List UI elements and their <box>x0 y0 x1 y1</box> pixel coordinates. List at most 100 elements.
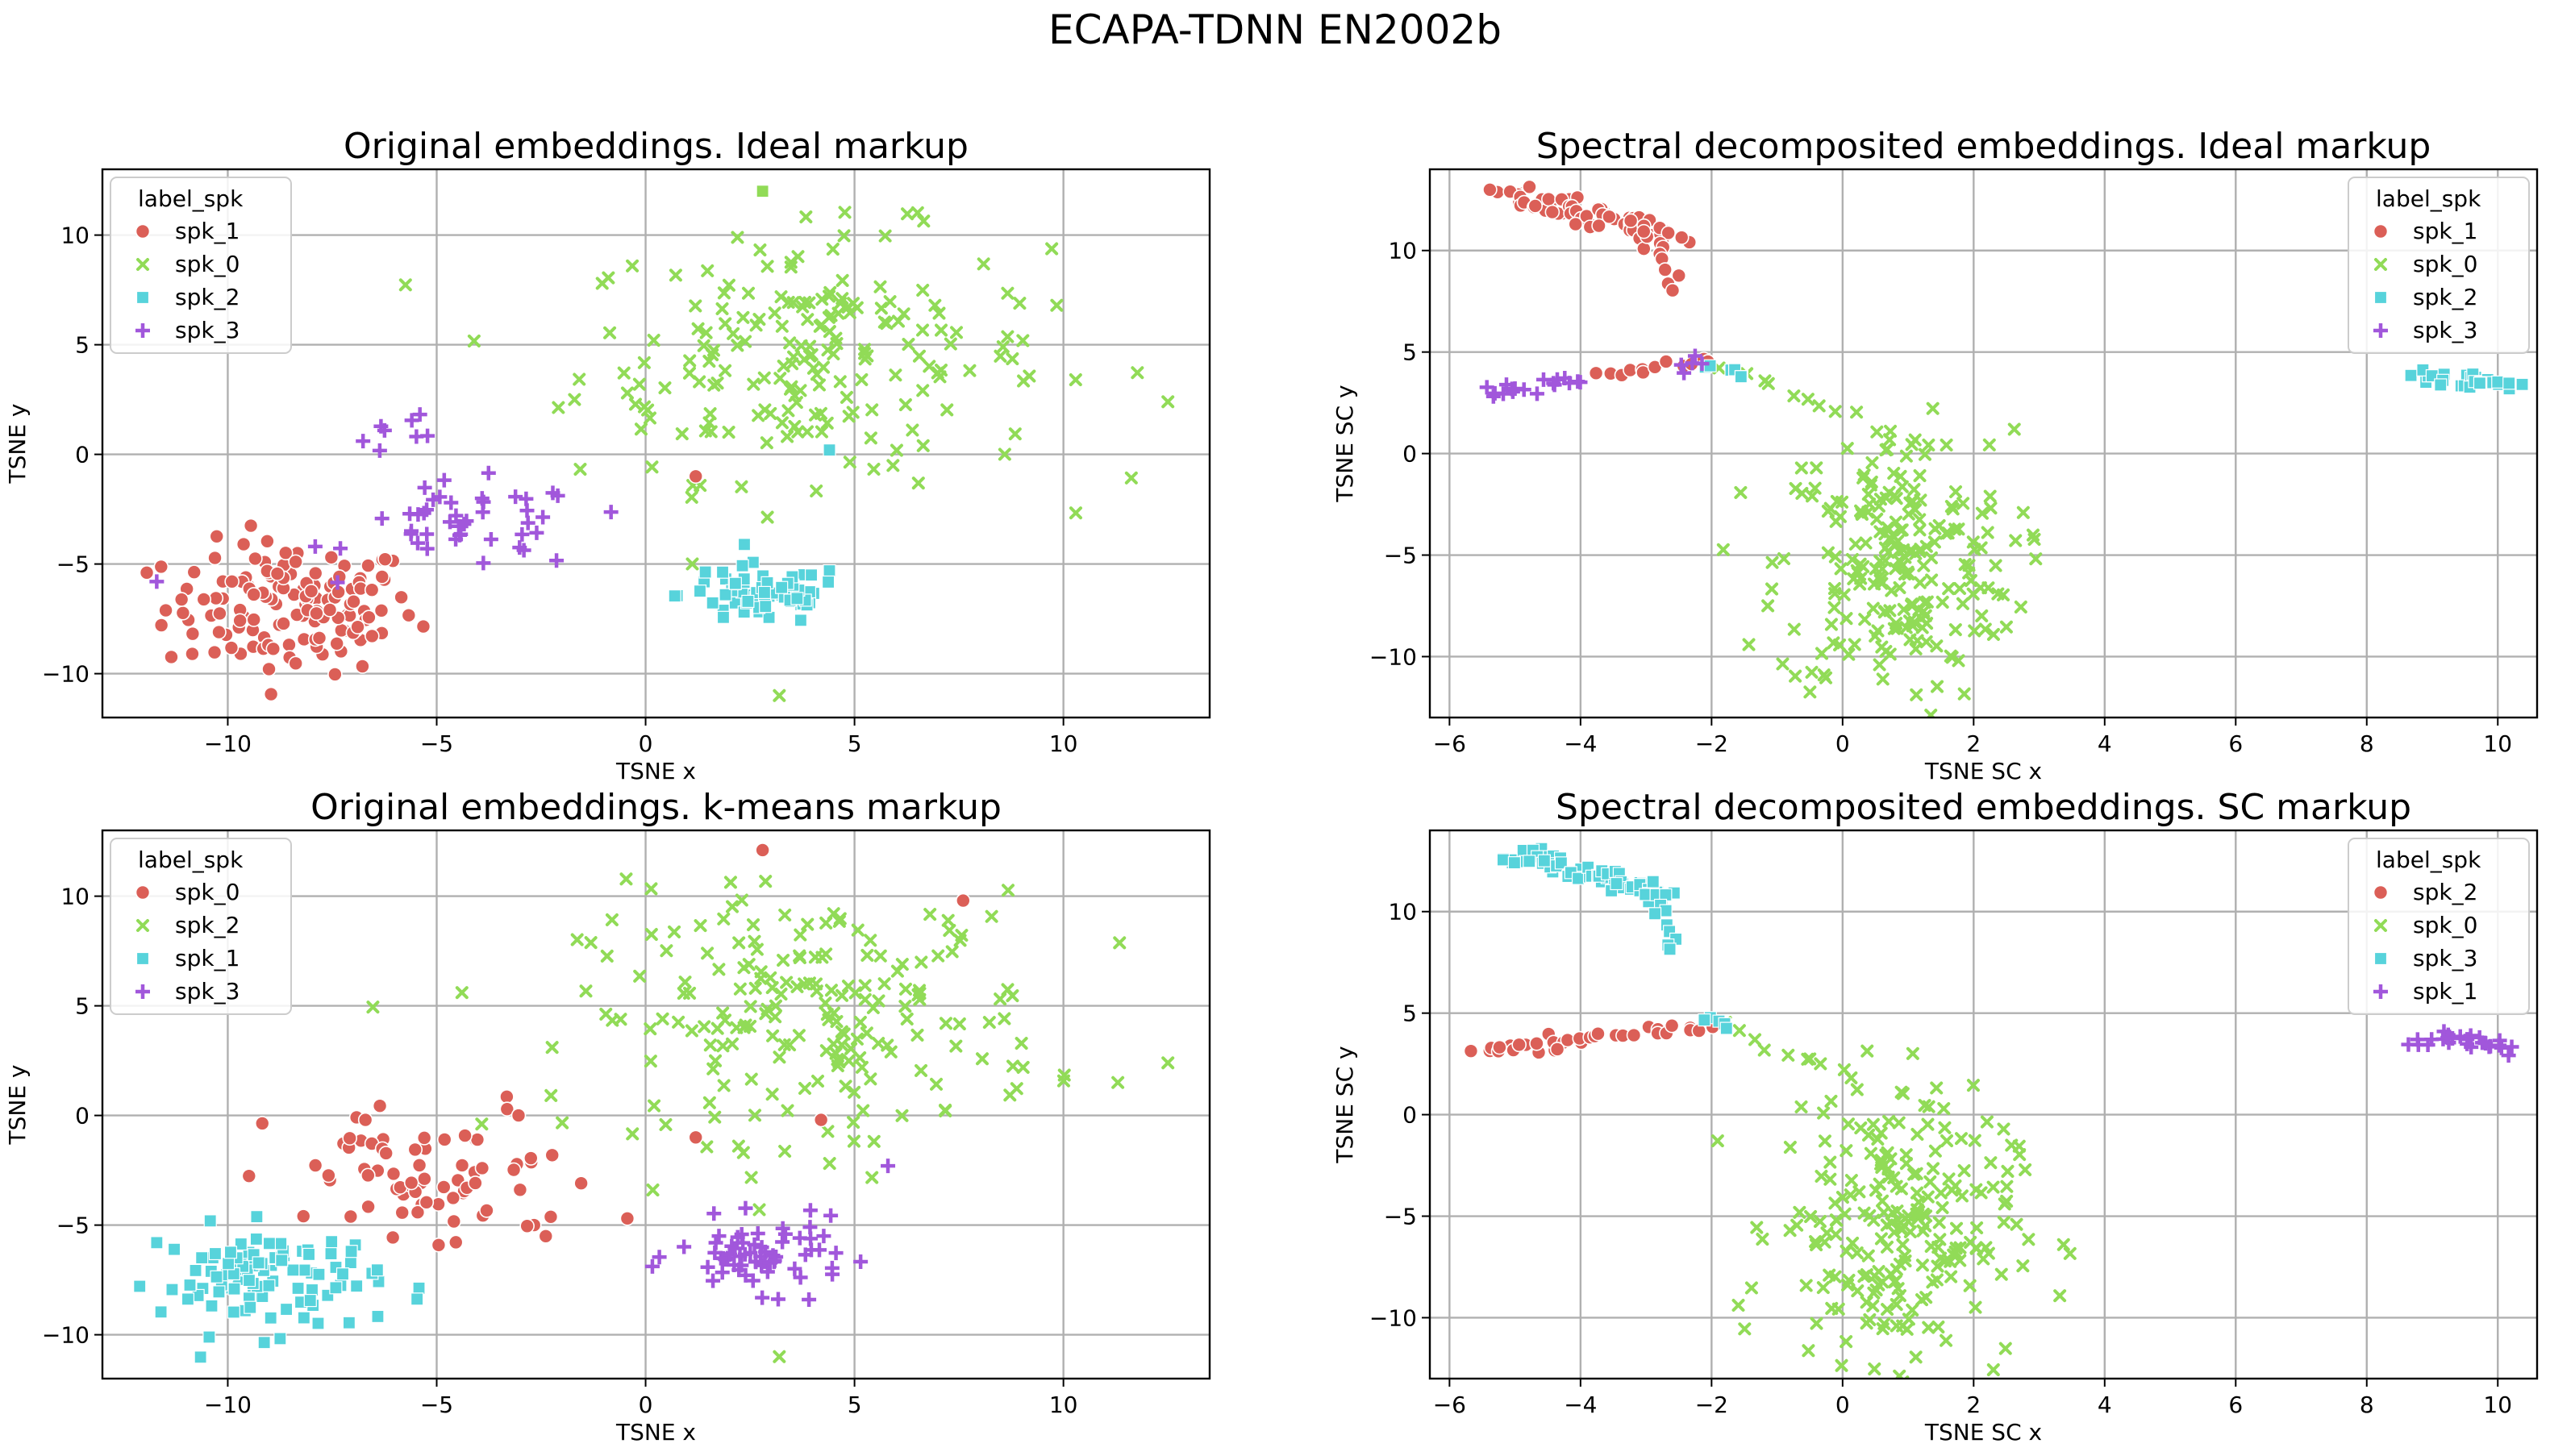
data-point-spk_2 <box>683 986 697 1000</box>
data-point-spk_0 <box>1931 1321 1945 1334</box>
data-point-spk_0 <box>685 557 699 571</box>
data-point-spk_0 <box>360 1167 376 1184</box>
data-point-spk_3 <box>149 574 165 589</box>
x-tick-label: −4 <box>1564 1392 1597 1418</box>
data-point-spk_2 <box>648 1099 661 1113</box>
data-point-spk_0 <box>1916 1224 1930 1238</box>
scatter-points <box>1479 179 2529 718</box>
data-point-spk_2 <box>819 916 833 930</box>
data-point-spk_3 <box>747 1237 762 1252</box>
data-point-spk_0 <box>685 490 698 504</box>
data-point-spk_0 <box>1818 1235 1831 1249</box>
data-point-spk_0 <box>474 1160 490 1176</box>
data-point-spk_2 <box>1001 983 1015 996</box>
data-point-spk_0 <box>1756 1233 1769 1246</box>
data-point-spk_0 <box>619 1211 635 1226</box>
data-point-spk_2 <box>808 951 822 964</box>
x-tick-label: −2 <box>1695 1392 1728 1418</box>
data-point-spk_0 <box>1851 1284 1865 1298</box>
data-point-spk_0 <box>864 431 877 445</box>
data-point-spk_0 <box>1944 1270 1958 1283</box>
data-point-spk_0 <box>1962 566 1976 580</box>
data-point-spk_2 <box>858 979 872 992</box>
data-point-spk_2 <box>866 1001 880 1015</box>
data-point-spk_2 <box>544 1088 558 1102</box>
data-point-spk_0 <box>912 349 926 363</box>
legend-title: label_spk <box>2376 847 2481 873</box>
data-point-spk_1 <box>394 589 409 605</box>
data-point-spk_2 <box>939 1017 952 1030</box>
data-point-spk_2 <box>895 958 909 971</box>
data-point-spk_2 <box>1002 884 1015 897</box>
data-point-spk_1 <box>265 641 281 657</box>
data-point-spk_0 <box>787 350 801 364</box>
data-point-spk_1 <box>277 545 294 561</box>
data-point-spk_2 <box>757 585 772 600</box>
data-point-spk_0 <box>1937 1102 1951 1116</box>
data-point-spk_0 <box>823 285 837 299</box>
data-point-spk_0 <box>813 1112 829 1128</box>
legend-marker-spk_2 <box>136 919 149 932</box>
data-point-spk_2 <box>898 982 912 996</box>
data-point-spk_0 <box>1874 1232 1888 1246</box>
y-tick-label: 5 <box>75 993 90 1020</box>
y-tick-label: 0 <box>1402 441 1417 468</box>
data-point-spk_1 <box>196 592 212 607</box>
y-tick-label: −5 <box>56 1213 90 1239</box>
x-tick-label: 2 <box>1966 1392 1981 1418</box>
data-point-spk_0 <box>998 447 1011 461</box>
data-point-spk_1 <box>415 618 431 634</box>
legend-box <box>2348 177 2530 354</box>
data-point-spk_0 <box>1124 471 1138 485</box>
data-point-spk_0 <box>1787 622 1801 636</box>
data-point-spk_1 <box>1482 182 1498 198</box>
data-point-spk_0 <box>1879 443 1893 457</box>
data-point-spk_2 <box>754 971 768 985</box>
data-point-spk_0 <box>1871 624 1885 638</box>
chart-title: Spectral decomposited embeddings. Ideal … <box>1536 126 2431 167</box>
data-point-spk_1 <box>2501 1048 2516 1063</box>
data-point-spk_2 <box>778 909 792 922</box>
data-point-spk_0 <box>688 1129 704 1146</box>
data-point-spk_0 <box>643 411 656 425</box>
data-point-spk_0 <box>803 349 817 363</box>
data-point-spk_0 <box>1930 1081 1944 1095</box>
data-point-spk_0 <box>1952 654 1965 668</box>
legend-marker-spk_1 <box>135 951 150 966</box>
data-point-spk_1 <box>183 1278 197 1292</box>
data-point-spk_1 <box>373 603 390 618</box>
data-point-spk_2 <box>633 969 647 983</box>
data-point-spk_2 <box>864 934 877 947</box>
data-point-spk_0 <box>1731 1299 1745 1312</box>
data-point-spk_0 <box>741 286 755 300</box>
data-point-spk_2 <box>744 1000 757 1013</box>
data-point-spk_3 <box>812 1242 827 1258</box>
data-point-spk_0 <box>752 313 766 327</box>
y-tick-label: 10 <box>1388 899 1417 926</box>
y-tick-label: 10 <box>60 884 90 910</box>
data-point-spk_0 <box>706 348 719 362</box>
data-point-spk_0 <box>1902 507 1915 521</box>
data-point-spk_0 <box>385 1229 401 1246</box>
data-point-spk_0 <box>842 410 856 423</box>
data-point-spk_1 <box>688 468 704 485</box>
data-point-spk_0 <box>722 426 735 439</box>
data-point-spk_0 <box>1921 1117 1935 1131</box>
data-point-spk_2 <box>792 1029 806 1042</box>
data-point-spk_0 <box>1716 543 1730 556</box>
data-point-spk_0 <box>1948 522 1962 536</box>
data-point-spk_3 <box>644 1258 660 1274</box>
data-point-spk_1 <box>211 624 227 640</box>
data-point-spk_0 <box>1946 502 1960 516</box>
legend-item-spk_1: spk_1 <box>175 218 240 244</box>
data-point-spk_0 <box>1923 1175 1937 1188</box>
data-point-spk_2 <box>715 565 730 579</box>
data-point-spk_3 <box>476 555 491 571</box>
data-point-spk_2 <box>780 976 794 989</box>
chart-panel-4: −6 −4 −2 0 2 4 6 8 10 −10 −5 0 5 10 Spectral decomposi… <box>1331 787 2539 1446</box>
data-point-spk_0 <box>1947 1248 1960 1262</box>
data-point-spk_0 <box>1930 639 1944 653</box>
data-point-spk_0 <box>254 1116 270 1131</box>
data-point-spk_0 <box>1938 1121 1952 1134</box>
data-point-spk_0 <box>760 436 773 450</box>
